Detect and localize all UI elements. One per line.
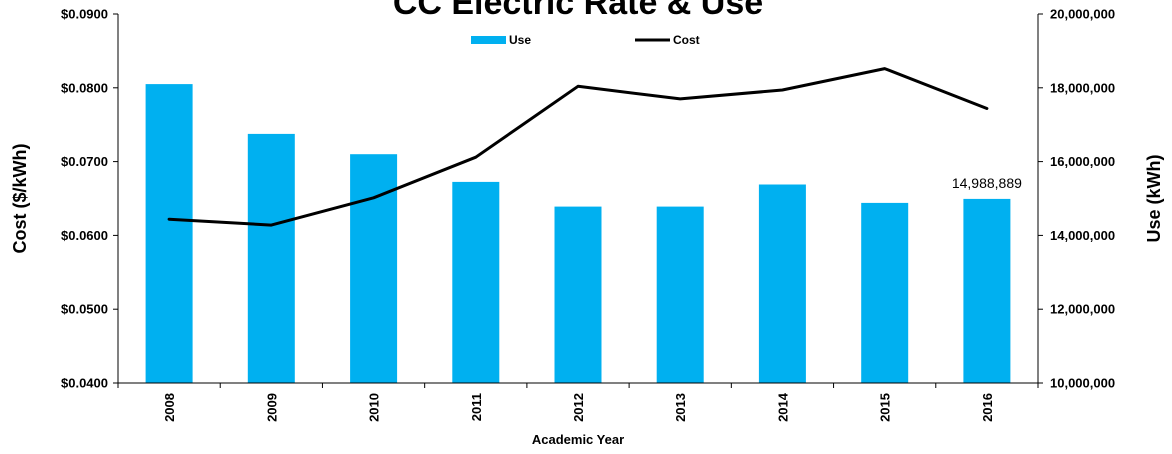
x-tick-label: 2011	[469, 393, 484, 421]
data-label-use-2016: 14,988,889	[952, 175, 1022, 191]
x-tick-label: 2014	[775, 392, 790, 422]
right-tick-label: 18,000,000	[1050, 80, 1115, 95]
bar-use-2009	[247, 133, 295, 383]
right-tick-label: 14,000,000	[1050, 228, 1115, 243]
bar-use-2013	[656, 206, 704, 383]
bar-use-2008	[145, 84, 193, 383]
x-axis-title: Academic Year	[532, 432, 624, 447]
bar-use-2016	[963, 198, 1011, 383]
bar-use-2010	[350, 154, 398, 383]
legend-swatch-use	[471, 36, 506, 44]
left-tick-label: $0.0400	[61, 376, 108, 391]
right-tick-label: 10,000,000	[1050, 376, 1115, 391]
left-tick-label: $0.0700	[61, 154, 108, 169]
right-tick-label: 12,000,000	[1050, 302, 1115, 317]
x-tick-label: 2016	[980, 393, 995, 422]
bar-use-2011	[452, 181, 500, 383]
x-tick-label: 2012	[571, 393, 586, 422]
bar-use-2015	[861, 202, 909, 383]
right-tick-label: 20,000,000	[1050, 7, 1115, 22]
x-tick-label: 2013	[673, 393, 688, 422]
legend-label-cost: Cost	[673, 33, 700, 47]
x-tick-label: 2015	[878, 393, 893, 422]
bar-use-2014	[758, 184, 806, 383]
y-axis-title-right: Use (kWh)	[1144, 154, 1164, 242]
left-tick-label: $0.0500	[61, 302, 108, 317]
legend-label-use: Use	[509, 33, 531, 47]
left-tick-label: $0.0900	[61, 7, 108, 22]
left-tick-label: $0.0800	[61, 80, 108, 95]
left-tick-label: $0.0600	[61, 228, 108, 243]
x-tick-label: 2009	[264, 393, 279, 422]
right-tick-label: 16,000,000	[1050, 154, 1115, 169]
x-tick-label: 2008	[162, 393, 177, 422]
x-tick-label: 2010	[367, 393, 382, 422]
y-axis-title-left: Cost ($/kWh)	[10, 143, 30, 253]
chart-title: CC Electric Rate & Use	[393, 0, 763, 22]
bar-use-2012	[554, 206, 602, 383]
